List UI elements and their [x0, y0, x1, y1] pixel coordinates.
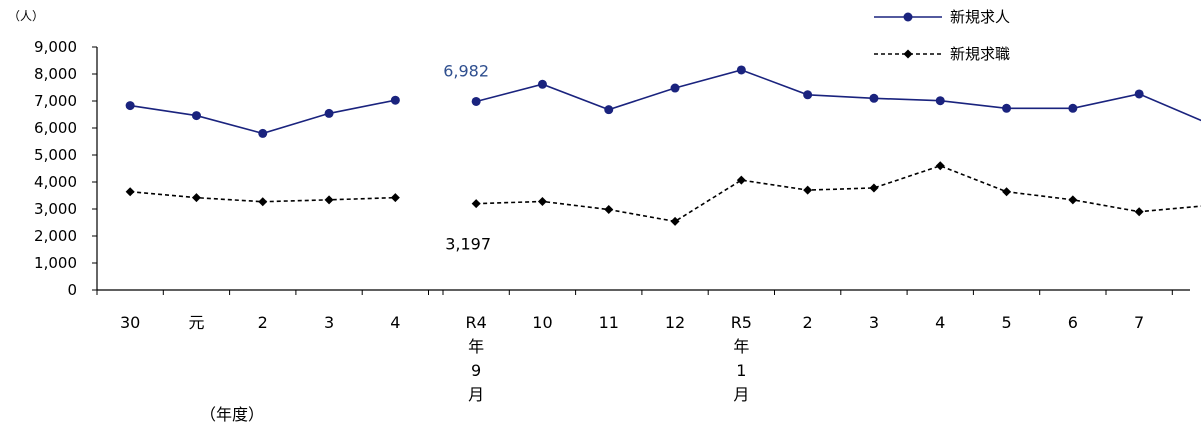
x-axis-label: （年度） — [200, 405, 264, 424]
data-point — [803, 90, 813, 100]
x-tick-label: R4 — [466, 313, 487, 332]
data-point — [670, 216, 680, 226]
x-tick-label: 10 — [532, 313, 552, 332]
y-tick-label: 3,000 — [34, 200, 77, 218]
data-point — [191, 193, 201, 203]
data-point — [125, 101, 135, 111]
data-point — [1002, 187, 1012, 197]
legend-label: 新規求職 — [950, 45, 1010, 63]
x-tick-label: 年 — [468, 337, 484, 356]
data-point — [935, 96, 945, 106]
data-label: 3,197 — [445, 235, 491, 254]
y-tick-label: 9,000 — [34, 38, 77, 56]
x-tick-label: 1 — [736, 361, 746, 380]
series-line — [130, 99, 396, 135]
x-tick-label: 年 — [733, 337, 749, 356]
data-point — [1134, 207, 1144, 217]
data-point — [670, 83, 680, 93]
data-point — [258, 128, 268, 138]
data-point — [869, 183, 879, 193]
data-point — [258, 197, 268, 207]
y-tick-label: 6,000 — [34, 119, 77, 137]
series-new-job-seekers — [125, 161, 1201, 226]
legend-marker — [903, 12, 913, 22]
y-tick-label: 1,000 — [34, 254, 77, 272]
series-line — [130, 190, 396, 203]
x-tick-label: 4 — [390, 313, 400, 332]
x-tick-label: 12 — [665, 313, 685, 332]
data-point — [471, 96, 481, 106]
data-label: 6,982 — [443, 61, 489, 80]
x-tick-label: 3 — [869, 313, 879, 332]
data-point — [390, 193, 400, 203]
y-tick-label: 0 — [67, 281, 77, 299]
y-tick-label: 5,000 — [34, 146, 77, 164]
data-point — [736, 65, 746, 75]
y-tick-label: 4,000 — [34, 173, 77, 191]
y-tick-label: 2,000 — [34, 227, 77, 245]
legend-marker — [903, 49, 913, 59]
data-point — [604, 105, 614, 115]
data-point — [537, 196, 547, 206]
data-point — [471, 199, 481, 209]
x-tick-label: 11 — [599, 313, 619, 332]
y-tick-label: 8,000 — [34, 65, 77, 83]
y-axis-unit-label: （人） — [8, 9, 44, 23]
annotation-layer: 6,9826,6493,1973,228 — [443, 61, 491, 254]
x-tick-label: R5 — [731, 313, 752, 332]
x-tick-label: 7 — [1134, 313, 1144, 332]
x-tick-label: 30 — [120, 313, 140, 332]
x-tick-label: 2 — [258, 313, 268, 332]
data-point — [1068, 103, 1078, 113]
data-point — [935, 161, 945, 171]
data-point — [324, 108, 334, 118]
x-tick-label: 月 — [733, 385, 749, 404]
series-line — [476, 164, 1201, 223]
x-tick-label: 元 — [188, 313, 204, 332]
data-point — [1002, 103, 1012, 113]
x-tick-label: 6 — [1068, 313, 1078, 332]
x-tick-label: 2 — [803, 313, 813, 332]
data-point — [736, 175, 746, 185]
data-point — [324, 195, 334, 205]
x-tick-label: 3 — [324, 313, 334, 332]
data-point — [803, 185, 813, 195]
x-tick-label: 9 — [471, 361, 481, 380]
data-point — [537, 79, 547, 89]
series-layer — [125, 65, 1201, 226]
x-axis: 30元234R4年9月101112R5年1月23456789 — [96, 289, 1201, 404]
x-tick-label: 5 — [1001, 313, 1011, 332]
data-point — [191, 111, 201, 121]
data-point — [604, 205, 614, 215]
x-tick-label: 4 — [935, 313, 945, 332]
data-point — [1068, 195, 1078, 205]
series-line — [475, 69, 1201, 122]
legend-label: 新規求人 — [950, 8, 1010, 26]
series-new-job-openings — [125, 65, 1201, 138]
data-point — [1134, 89, 1144, 99]
y-tick-label: 7,000 — [34, 92, 77, 110]
data-point — [869, 93, 879, 103]
x-tick-label: 月 — [468, 385, 484, 404]
data-point — [390, 95, 400, 105]
y-axis: 0 1,000 2,000 3,000 4,000 5,000 6,000 7,000 8,00… — [34, 38, 98, 299]
data-point — [125, 187, 135, 197]
